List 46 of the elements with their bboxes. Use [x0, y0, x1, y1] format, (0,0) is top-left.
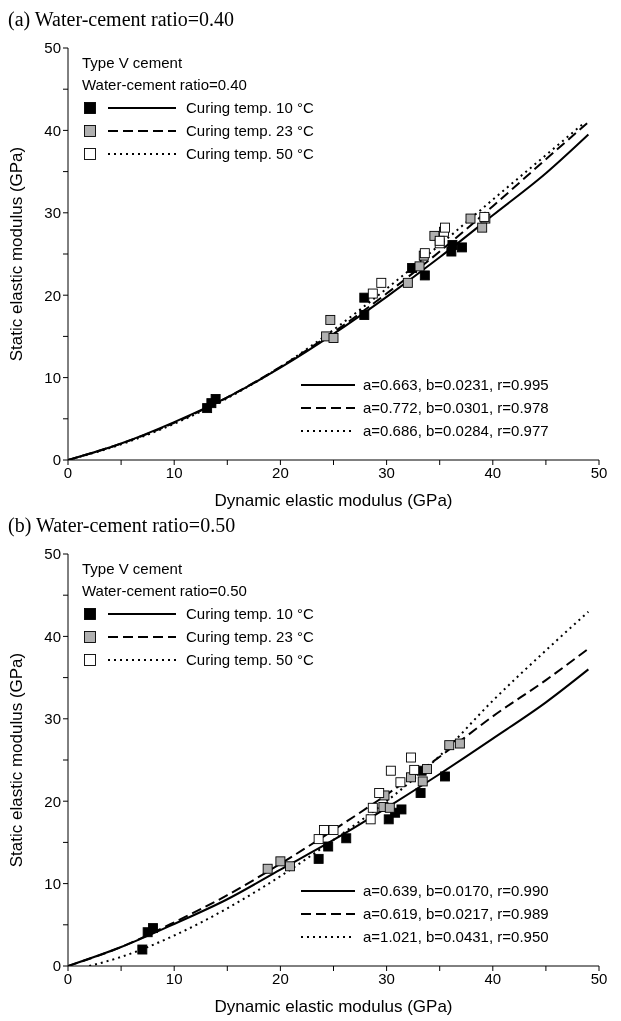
x-tick-label: 10	[165, 969, 183, 987]
annotation: a=1.021, b=0.0431, r=0.950	[363, 928, 549, 945]
legend-label: Curing temp. 10 °C	[186, 97, 314, 118]
legend-label: Curing temp. 50 °C	[186, 649, 314, 670]
y-tick-label: 40	[44, 121, 61, 139]
annotation: a=0.663, b=0.0231, r=0.995	[363, 376, 549, 393]
annotation: a=0.686, b=0.0284, r=0.977	[363, 422, 549, 439]
annotation: Type V cement	[82, 53, 184, 73]
y-tick-label: 50	[44, 39, 61, 57]
chart-title: (a) Water-cement ratio=0.40	[8, 8, 235, 33]
y-tick-label: 40	[44, 627, 61, 645]
y-axis-title: Static elastic modulus (GPa)	[7, 146, 27, 362]
annotation: a=0.619, b=0.0217, r=0.989	[363, 905, 549, 922]
annotation: Type V cement	[82, 559, 184, 579]
legend-label: Curing temp. 50 °C	[186, 143, 314, 164]
y-tick-label: 20	[44, 286, 61, 304]
x-tick-label: 0	[63, 969, 73, 987]
chart-title: (b) Water-cement ratio=0.50	[8, 514, 237, 539]
annotation: a=0.772, b=0.0301, r=0.978	[363, 399, 549, 416]
annotation: a=0.639, b=0.0170, r=0.990	[363, 882, 549, 899]
annotation: Water-cement ratio=0.50	[82, 581, 248, 601]
y-tick-label: 50	[44, 545, 61, 563]
x-axis-title: Dynamic elastic modulus (GPa)	[214, 997, 453, 1016]
legend-label: Curing temp. 23 °C	[186, 626, 314, 647]
x-tick-label: 20	[272, 463, 289, 481]
x-tick-label: 30	[378, 969, 395, 987]
x-tick-label: 40	[484, 463, 502, 481]
x-tick-label: 50	[590, 969, 608, 987]
x-tick-label: 40	[484, 969, 502, 987]
y-tick-label: 30	[44, 710, 61, 728]
y-tick-label: 10	[44, 368, 61, 386]
annotation: Water-cement ratio=0.40	[82, 75, 248, 95]
legend-label: Curing temp. 10 °C	[186, 603, 314, 624]
x-tick-label: 0	[63, 463, 73, 481]
x-tick-label: 30	[378, 463, 395, 481]
y-tick-label: 30	[44, 204, 61, 222]
y-tick-label: 0	[52, 451, 61, 469]
y-tick-label: 20	[44, 792, 61, 810]
y-tick-label: 10	[44, 874, 61, 892]
y-tick-label: 0	[52, 957, 61, 975]
y-axis-title: Static elastic modulus (GPa)	[7, 652, 27, 868]
x-axis-title: Dynamic elastic modulus (GPa)	[214, 491, 453, 510]
legend-label: Curing temp. 23 °C	[186, 120, 314, 141]
x-tick-label: 50	[590, 463, 608, 481]
x-tick-label: 20	[272, 969, 289, 987]
x-tick-label: 10	[165, 463, 183, 481]
